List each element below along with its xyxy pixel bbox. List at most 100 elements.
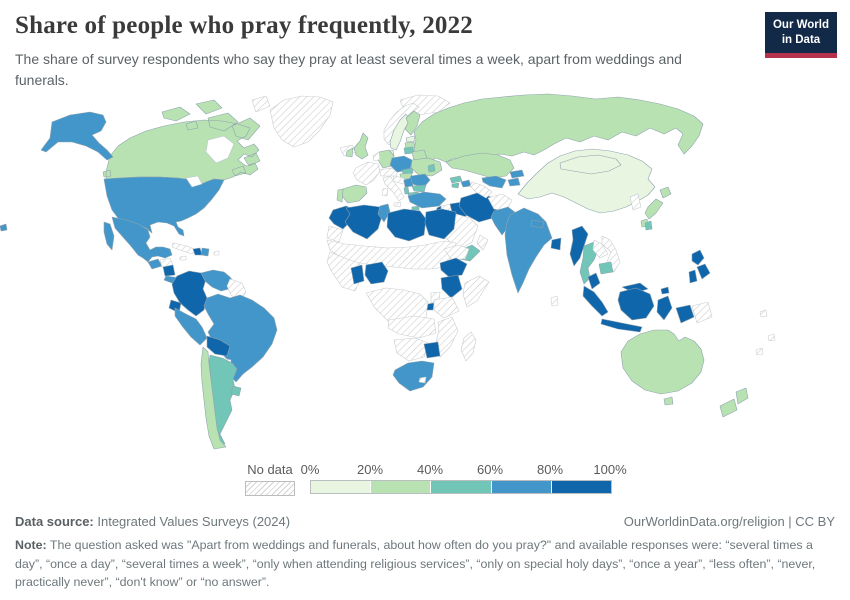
country-jamaica[interactable] [179, 255, 187, 261]
country-mozambique[interactable] [435, 316, 459, 358]
country-portugal[interactable] [336, 188, 344, 203]
legend-tick-60: 60% [476, 462, 504, 477]
country-kyrgyzstan[interactable] [509, 169, 525, 179]
country-mexico[interactable] [103, 216, 173, 263]
country-brazil[interactable] [203, 293, 278, 383]
country-madagascar[interactable] [460, 331, 477, 362]
country-papua-new-guinea[interactable] [691, 301, 713, 324]
country-moldova[interactable] [427, 163, 436, 173]
country-croatia-bosnia[interactable] [392, 175, 405, 185]
page-title: Share of people who pray frequently, 202… [15, 12, 473, 39]
country-slovakia[interactable] [401, 167, 414, 175]
country-puerto-rico[interactable] [213, 250, 220, 256]
region-horn-of-africa[interactable] [443, 244, 490, 308]
country-benelux[interactable] [372, 151, 381, 162]
country-peru[interactable] [174, 307, 208, 346]
country-nepal[interactable] [530, 219, 545, 229]
country-armenia[interactable] [451, 182, 460, 189]
country-spain[interactable] [341, 184, 368, 204]
country-western-sahara[interactable] [326, 225, 344, 243]
country-sri-lanka[interactable] [550, 295, 559, 307]
country-turkmenistan[interactable] [469, 181, 493, 199]
legend-no-data-swatch[interactable] [245, 481, 295, 496]
country-bangladesh[interactable] [550, 237, 562, 251]
country-egypt[interactable] [424, 208, 457, 240]
country-estonia[interactable] [405, 135, 416, 143]
country-ghana[interactable] [350, 264, 365, 285]
legend-seg-0-20[interactable] [311, 481, 372, 493]
country-rwanda[interactable] [426, 302, 435, 311]
country-afghanistan[interactable] [487, 193, 513, 212]
legend-colorbar: 0% 20% 40% 60% 80% 100% [301, 462, 627, 494]
country-nicaragua[interactable] [162, 264, 176, 277]
country-kenya[interactable] [440, 274, 463, 299]
country-austria-switzerland[interactable] [378, 167, 399, 177]
country-zimbabwe[interactable] [423, 341, 441, 359]
country-finland[interactable] [404, 110, 421, 136]
country-cambodia[interactable] [598, 261, 614, 275]
country-bolivia[interactable] [206, 335, 231, 357]
country-azerbaijan[interactable] [460, 179, 472, 188]
country-georgia[interactable] [449, 175, 463, 184]
country-bulgaria[interactable] [411, 184, 427, 193]
country-myanmar[interactable] [569, 225, 589, 267]
country-taiwan[interactable] [644, 220, 653, 231]
owid-logo[interactable]: Our World in Data [765, 12, 837, 58]
country-lesotho[interactable] [418, 376, 427, 384]
country-russia[interactable] [413, 93, 704, 163]
country-ukraine[interactable] [410, 157, 443, 177]
country-philippines[interactable] [688, 249, 711, 284]
legend-seg-80-100[interactable] [551, 481, 612, 493]
country-ethiopia[interactable] [439, 257, 468, 278]
region-namibia-botswana[interactable] [393, 337, 429, 362]
country-new-zealand[interactable] [719, 387, 749, 418]
country-france[interactable] [352, 161, 381, 186]
country-tajikistan[interactable] [507, 177, 521, 187]
country-italy[interactable] [381, 175, 405, 208]
country-tunisia[interactable] [377, 203, 391, 223]
legend-tick-labels: 0% 20% 40% 60% 80% 100% [301, 462, 627, 480]
country-cuba[interactable] [171, 242, 197, 255]
country-nigeria[interactable] [364, 261, 389, 285]
footnote: Note: The question asked was "Apart from… [15, 536, 835, 592]
country-turkey[interactable] [407, 191, 447, 209]
country-haiti[interactable] [192, 247, 203, 256]
legend-no-data-label: No data [247, 462, 293, 477]
country-canada[interactable] [102, 99, 261, 186]
country-uzbekistan[interactable] [481, 175, 507, 189]
owid-logo-line2: in Data [781, 33, 821, 46]
country-laos[interactable] [592, 239, 609, 259]
country-india[interactable] [504, 207, 553, 294]
legend-seg-40-60[interactable] [431, 481, 492, 493]
country-korea[interactable] [629, 193, 642, 211]
owid-logo-line1: Our World [772, 19, 829, 31]
country-united-kingdom[interactable] [353, 132, 369, 160]
country-tanzania[interactable] [433, 296, 460, 319]
country-australia[interactable] [620, 329, 705, 406]
legend-tick-20: 20% [356, 462, 384, 477]
country-dominican-republic[interactable] [200, 247, 210, 257]
legend-seg-60-80[interactable] [491, 481, 552, 493]
country-mongolia[interactable] [559, 154, 622, 175]
country-ireland[interactable] [345, 147, 354, 158]
attribution-link[interactable]: OurWorldinData.org/religion | CC BY [624, 514, 835, 529]
country-greenland[interactable] [251, 95, 334, 148]
legend-seg-20-40[interactable] [371, 481, 432, 493]
country-algeria[interactable] [344, 204, 383, 240]
country-libya[interactable] [386, 208, 427, 242]
page-subtitle: The share of survey respondents who say … [15, 51, 682, 88]
country-latvia[interactable] [404, 141, 416, 149]
country-hawaii[interactable] [0, 223, 8, 232]
country-chile[interactable] [200, 346, 227, 450]
country-oman[interactable] [476, 234, 489, 251]
country-uruguay[interactable] [230, 385, 242, 397]
country-pacific-islands[interactable] [755, 309, 776, 356]
region-angola-zambia[interactable] [387, 315, 437, 339]
great-lakes [185, 175, 203, 188]
country-south-africa[interactable] [392, 360, 435, 392]
country-indonesia[interactable] [582, 285, 695, 333]
legend-tick-80: 80% [536, 462, 564, 477]
country-alaska[interactable] [40, 111, 114, 161]
